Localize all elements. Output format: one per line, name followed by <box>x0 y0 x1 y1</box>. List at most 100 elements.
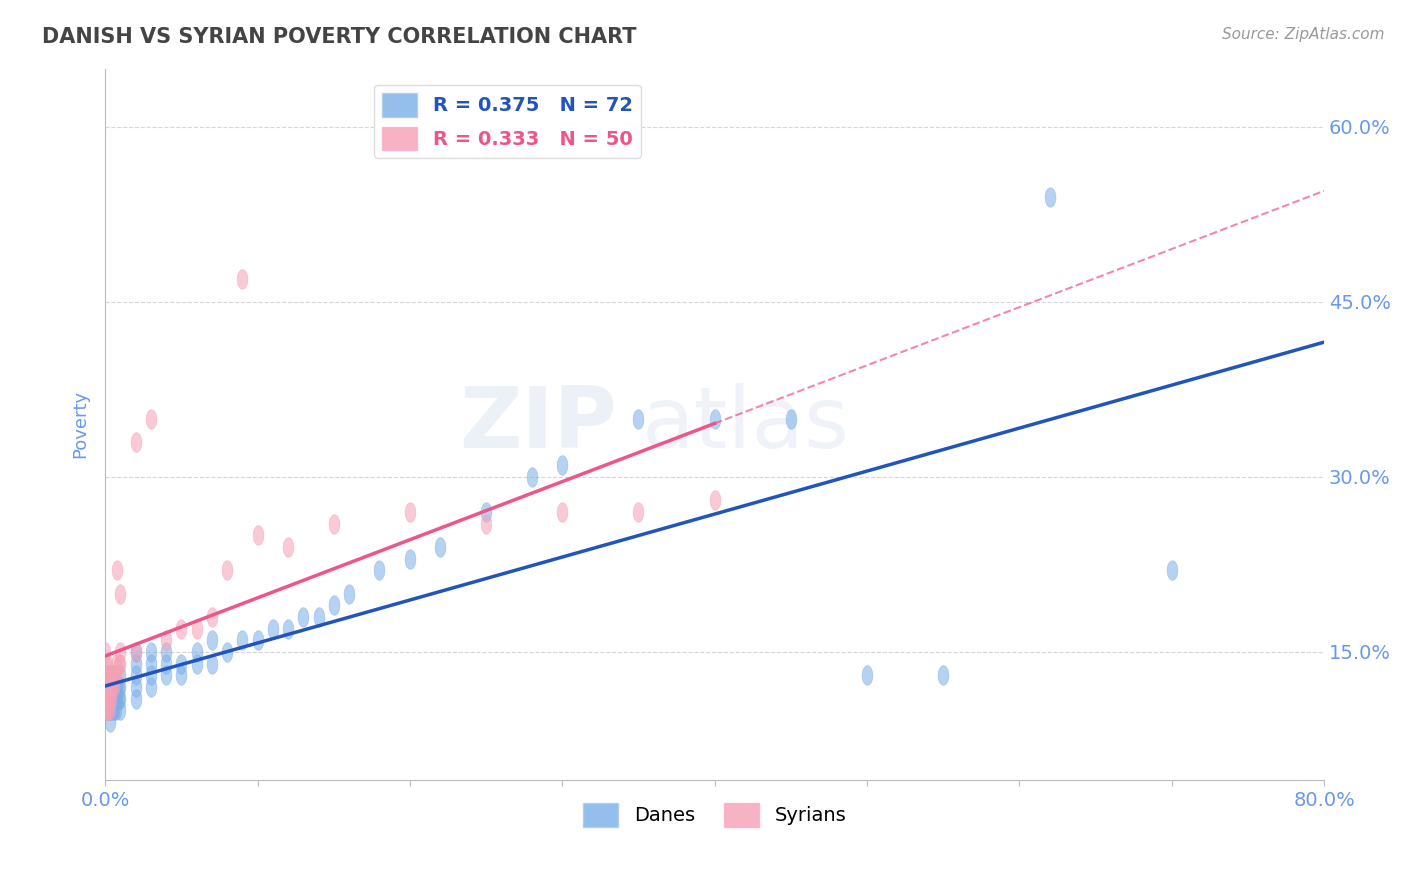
Point <box>292 610 315 624</box>
Point <box>277 622 299 636</box>
Point <box>155 657 177 671</box>
Point <box>101 703 124 717</box>
Point <box>201 633 224 648</box>
Point <box>856 668 879 682</box>
Point <box>170 622 193 636</box>
Point <box>475 516 498 531</box>
Point <box>96 691 118 706</box>
Point <box>139 668 162 682</box>
Point <box>107 680 129 694</box>
Point <box>125 434 148 449</box>
Point <box>627 411 650 425</box>
Point <box>94 668 117 682</box>
Point <box>186 645 208 659</box>
Point <box>125 668 148 682</box>
Point <box>98 714 121 729</box>
Point <box>96 703 118 717</box>
Point <box>155 633 177 648</box>
Point <box>108 691 131 706</box>
Point <box>125 645 148 659</box>
Point <box>100 680 122 694</box>
Point <box>429 540 451 554</box>
Point <box>101 680 124 694</box>
Point <box>100 668 122 682</box>
Point <box>98 703 121 717</box>
Point <box>97 680 120 694</box>
Point <box>262 622 284 636</box>
Point <box>551 458 574 473</box>
Point <box>101 680 124 694</box>
Point <box>186 657 208 671</box>
Point <box>96 703 118 717</box>
Point <box>231 633 253 648</box>
Point <box>104 680 127 694</box>
Point <box>96 668 118 682</box>
Point <box>1160 563 1182 577</box>
Point <box>100 668 122 682</box>
Point <box>337 586 360 600</box>
Point <box>139 680 162 694</box>
Text: DANISH VS SYRIAN POVERTY CORRELATION CHART: DANISH VS SYRIAN POVERTY CORRELATION CHA… <box>42 27 637 46</box>
Point <box>100 691 122 706</box>
Point <box>110 645 132 659</box>
Point <box>520 470 543 484</box>
Point <box>98 703 121 717</box>
Point <box>96 657 118 671</box>
Point <box>97 691 120 706</box>
Y-axis label: Poverty: Poverty <box>72 391 89 458</box>
Point <box>932 668 955 682</box>
Point <box>103 680 125 694</box>
Point <box>103 691 125 706</box>
Point <box>779 411 801 425</box>
Point <box>217 563 239 577</box>
Point <box>103 668 125 682</box>
Point <box>108 680 131 694</box>
Point <box>98 691 121 706</box>
Point <box>125 645 148 659</box>
Point <box>100 691 122 706</box>
Point <box>231 271 253 285</box>
Point <box>551 505 574 519</box>
Point <box>104 657 127 671</box>
Point <box>110 691 132 706</box>
Point <box>139 657 162 671</box>
Point <box>186 622 208 636</box>
Point <box>399 551 422 566</box>
Text: atlas: atlas <box>641 383 849 466</box>
Point <box>125 691 148 706</box>
Point <box>322 599 344 613</box>
Text: Source: ZipAtlas.com: Source: ZipAtlas.com <box>1222 27 1385 42</box>
Point <box>475 505 498 519</box>
Point <box>125 657 148 671</box>
Point <box>246 633 269 648</box>
Point <box>139 411 162 425</box>
Point <box>170 657 193 671</box>
Text: ZIP: ZIP <box>460 383 617 466</box>
Point <box>246 528 269 542</box>
Point <box>101 668 124 682</box>
Point <box>322 516 344 531</box>
Point <box>97 703 120 717</box>
Point <box>217 645 239 659</box>
Point <box>96 680 118 694</box>
Point <box>97 680 120 694</box>
Point <box>201 657 224 671</box>
Point <box>97 668 120 682</box>
Point <box>110 657 132 671</box>
Point <box>308 610 330 624</box>
Point <box>170 668 193 682</box>
Point <box>96 680 118 694</box>
Point <box>110 703 132 717</box>
Legend: Danes, Syrians: Danes, Syrians <box>575 796 853 835</box>
Point <box>104 668 127 682</box>
Point <box>94 691 117 706</box>
Point <box>399 505 422 519</box>
Point <box>96 691 118 706</box>
Point <box>101 668 124 682</box>
Point <box>98 680 121 694</box>
Point <box>110 668 132 682</box>
Point <box>97 703 120 717</box>
Point <box>107 691 129 706</box>
Point <box>94 657 117 671</box>
Point <box>94 680 117 694</box>
